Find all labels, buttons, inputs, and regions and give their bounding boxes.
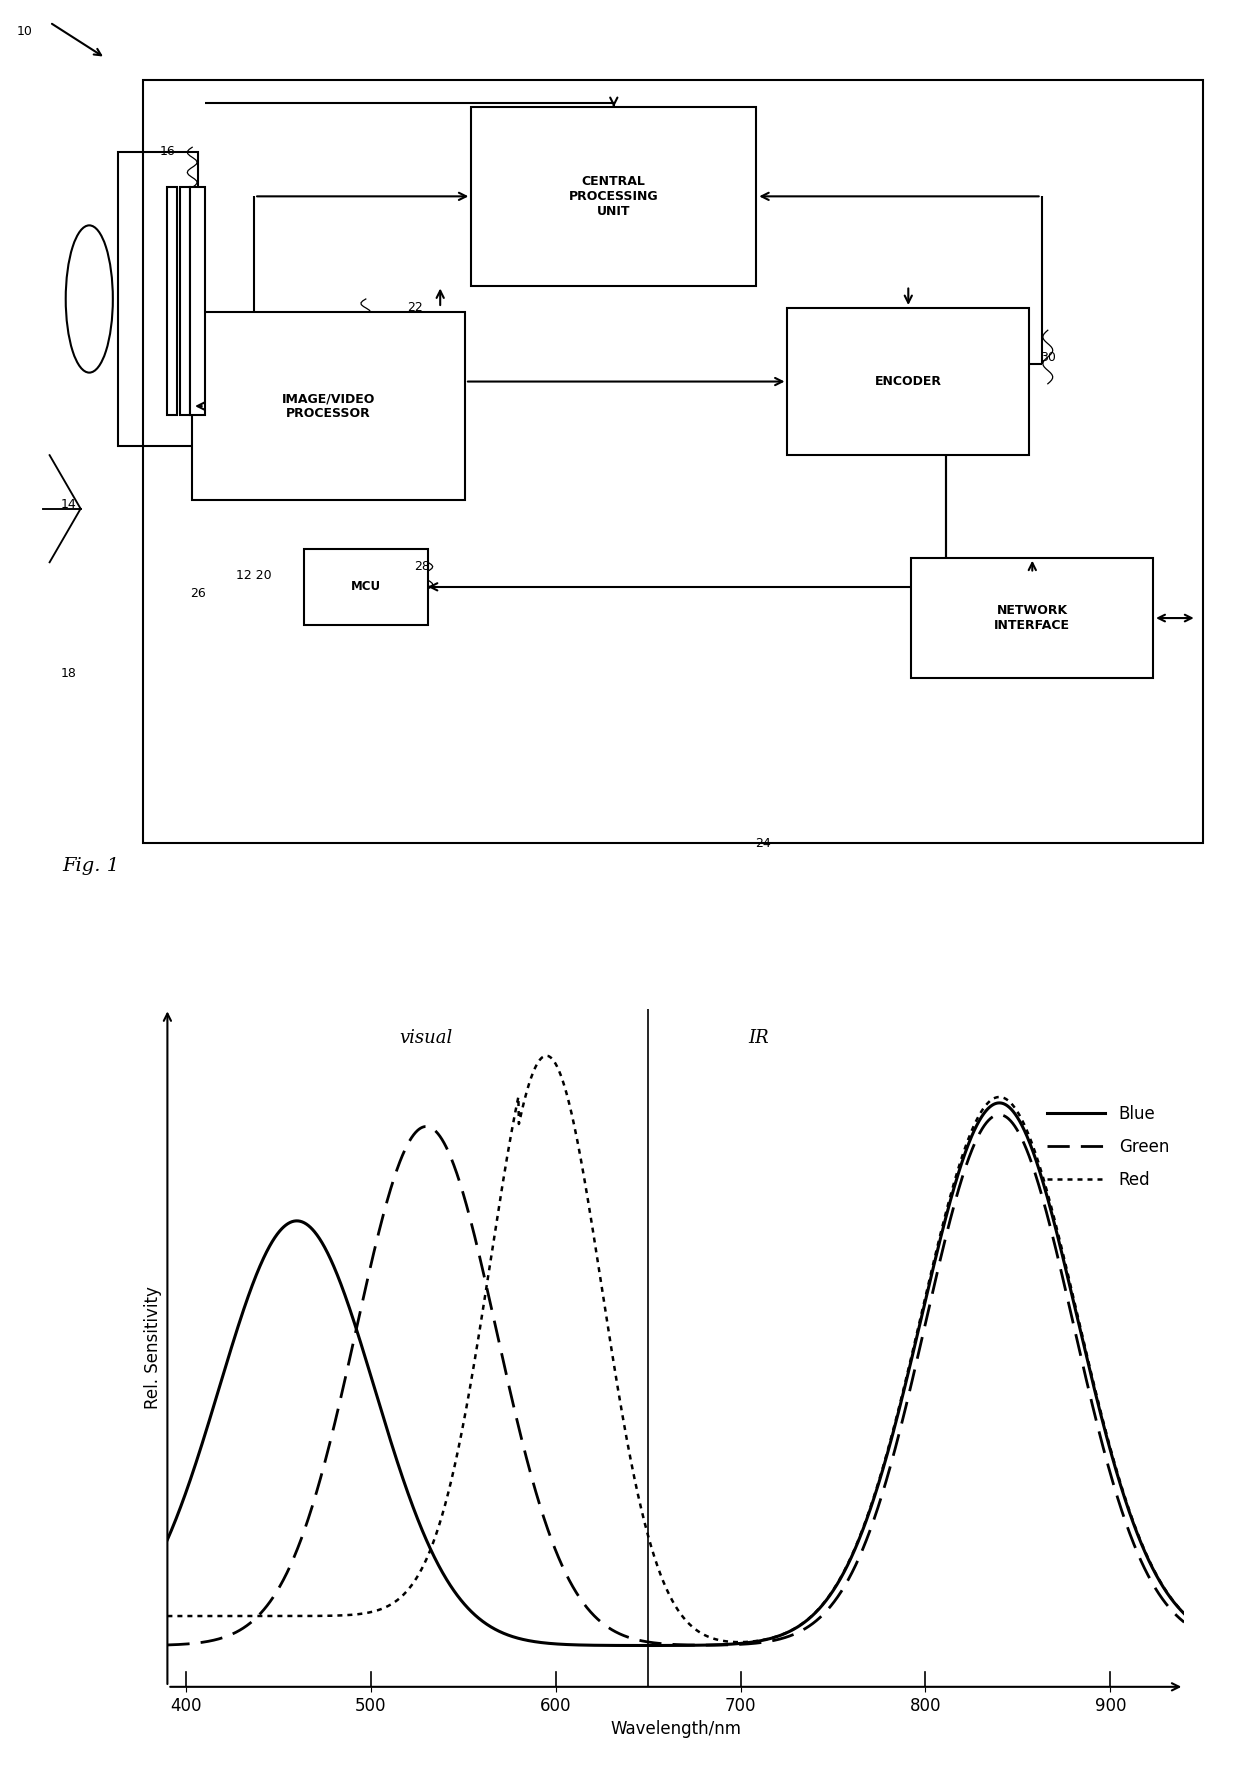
- Red: [655, 1569, 670, 1590]
- X-axis label: Wavelength/nm: Wavelength/nm: [610, 1721, 742, 1739]
- Green: [992, 1103, 1007, 1125]
- Blue: [1177, 1603, 1192, 1624]
- FancyBboxPatch shape: [787, 307, 1029, 455]
- Blue: [1148, 1562, 1163, 1583]
- Line: Red: Red: [167, 1055, 1184, 1642]
- Text: 24: 24: [755, 837, 770, 850]
- FancyBboxPatch shape: [192, 312, 465, 500]
- Text: 22: 22: [408, 302, 423, 314]
- Blue: [212, 1376, 227, 1398]
- Red: [732, 1631, 746, 1653]
- Line: Green: Green: [167, 1114, 1184, 1646]
- Blue: [655, 1635, 670, 1656]
- Red: [1177, 1603, 1192, 1624]
- Red: [212, 1605, 227, 1626]
- Blue: [961, 1133, 976, 1155]
- FancyBboxPatch shape: [304, 550, 428, 625]
- Text: 28: 28: [414, 560, 429, 573]
- Red: [539, 1044, 554, 1066]
- Blue: [639, 1635, 653, 1656]
- Red: [160, 1605, 175, 1626]
- Text: IMAGE/VIDEO
PROCESSOR: IMAGE/VIDEO PROCESSOR: [281, 393, 376, 419]
- Green: [698, 1635, 713, 1656]
- Blue: [1148, 1564, 1163, 1585]
- Blue: [160, 1530, 175, 1551]
- Text: 18: 18: [61, 668, 76, 680]
- Red: [1148, 1562, 1163, 1583]
- Green: [655, 1633, 670, 1655]
- Blue: [627, 1635, 642, 1656]
- Line: Blue: Blue: [167, 1103, 1184, 1646]
- FancyBboxPatch shape: [911, 557, 1153, 678]
- Blue: [992, 1092, 1007, 1114]
- FancyBboxPatch shape: [471, 107, 756, 286]
- Text: Fig. 1: Fig. 1: [62, 857, 119, 875]
- Red: [1148, 1562, 1163, 1583]
- Text: 14: 14: [61, 498, 76, 511]
- Green: [627, 1628, 642, 1649]
- Green: [160, 1635, 175, 1656]
- Legend: Blue, Green, Red: Blue, Green, Red: [1040, 1098, 1176, 1196]
- Green: [961, 1148, 976, 1169]
- Green: [212, 1628, 227, 1649]
- Text: ENCODER: ENCODER: [874, 375, 942, 387]
- Ellipse shape: [66, 225, 113, 373]
- Text: visual: visual: [399, 1028, 453, 1046]
- Text: 30: 30: [1040, 350, 1055, 364]
- Green: [1177, 1612, 1192, 1633]
- Y-axis label: Rel. Sensitivity: Rel. Sensitivity: [144, 1287, 162, 1408]
- Red: [627, 1473, 642, 1494]
- Text: IR: IR: [749, 1028, 769, 1046]
- Text: CENTRAL
PROCESSING
UNIT: CENTRAL PROCESSING UNIT: [569, 175, 658, 218]
- Text: 12 20: 12 20: [237, 569, 272, 582]
- Green: [1148, 1578, 1163, 1599]
- Text: 10: 10: [17, 25, 32, 37]
- Text: MCU: MCU: [351, 580, 381, 593]
- FancyBboxPatch shape: [190, 187, 205, 414]
- Text: 16: 16: [160, 145, 175, 159]
- Text: 26: 26: [191, 587, 206, 600]
- Text: NETWORK
INTERFACE: NETWORK INTERFACE: [994, 603, 1070, 632]
- Red: [961, 1126, 976, 1148]
- FancyBboxPatch shape: [167, 187, 177, 414]
- FancyBboxPatch shape: [180, 187, 190, 414]
- Green: [1148, 1578, 1163, 1599]
